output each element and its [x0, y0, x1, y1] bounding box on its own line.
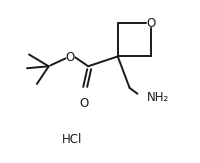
- Text: O: O: [66, 51, 75, 64]
- Text: O: O: [147, 16, 156, 30]
- Text: NH₂: NH₂: [147, 91, 170, 104]
- Text: O: O: [80, 97, 89, 110]
- Text: HCl: HCl: [62, 133, 83, 146]
